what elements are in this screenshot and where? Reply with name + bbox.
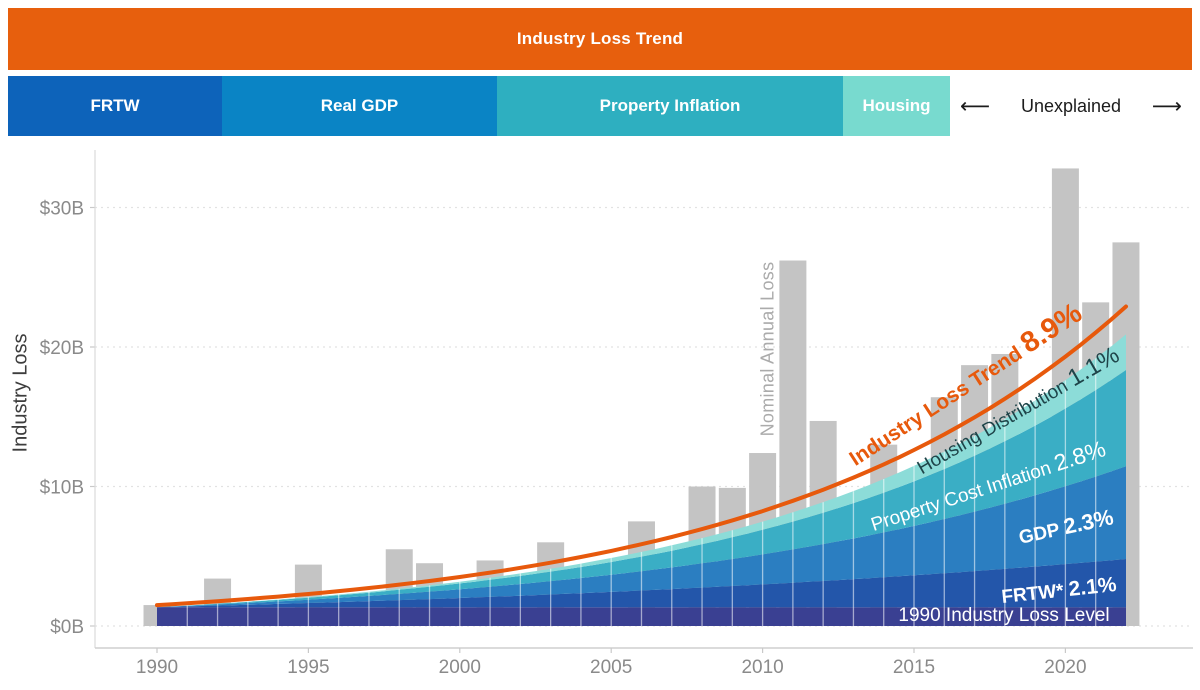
stacked-growth-area — [155, 304, 1128, 626]
x-tick-label-2015: 2015 — [893, 657, 935, 678]
unexplained-section: ⟵ Unexplained ⟶ — [950, 76, 1192, 136]
x-tick-label-2000: 2000 — [439, 657, 481, 678]
factor-bar: FRTW Real GDP Property Inflation Housing ⟵ … — [8, 76, 1192, 136]
unexplained-right-arrow-icon: ⟶ — [1151, 94, 1182, 118]
factor-segment-label-property-inflation: Property Inflation — [599, 96, 741, 115]
y-tick-label-$30B: $30B — [40, 199, 84, 220]
factor-segment-frtw: FRTW — [8, 76, 222, 136]
banner-title: Industry Loss Trend — [516, 29, 684, 48]
x-tick-label-2005: 2005 — [590, 657, 632, 678]
y-tick-label-$10B: $10B — [40, 478, 84, 499]
factor-segment-real-gdp: Real GDP — [222, 76, 497, 136]
x-tick-label-1995: 1995 — [287, 657, 329, 678]
factor-segment-housing: Housing — [843, 76, 950, 136]
x-tick-label-1990: 1990 — [136, 657, 178, 678]
unexplained-left-arrow-icon: ⟵ — [960, 94, 991, 118]
factor-segment-label-frtw: FRTW — [90, 96, 140, 115]
y-tick-label-$0B: $0B — [50, 617, 84, 638]
unexplained-label: Unexplained — [1020, 95, 1122, 116]
factor-segment-property-inflation: Property Inflation — [497, 76, 843, 136]
y-tick-label-$20B: $20B — [40, 338, 84, 359]
industry-loss-trend-banner: Industry Loss Trend — [8, 8, 1192, 70]
x-tick-label-2020: 2020 — [1044, 657, 1086, 678]
x-tick-label-2010: 2010 — [741, 657, 783, 678]
factor-segments: FRTW Real GDP Property Inflation Housing — [8, 76, 950, 136]
trend-line — [155, 304, 1128, 608]
factor-segment-label-real-gdp: Real GDP — [320, 96, 399, 115]
factor-segment-label-housing: Housing — [862, 96, 931, 115]
